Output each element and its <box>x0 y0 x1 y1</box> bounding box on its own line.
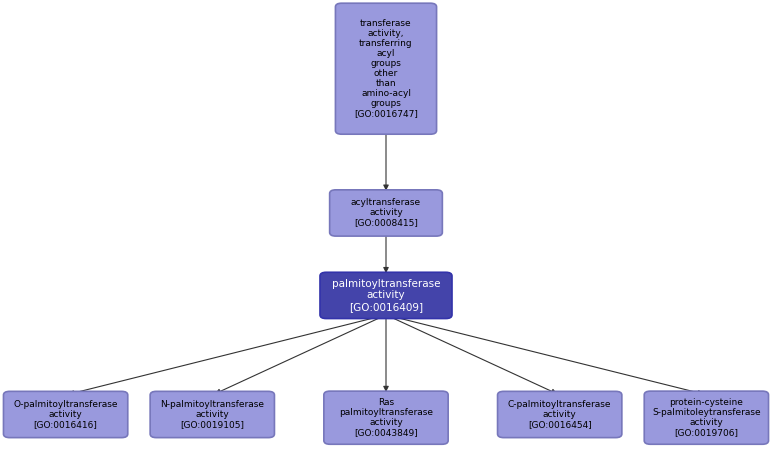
Text: Ras
palmitoyltransferase
activity
[GO:0043849]: Ras palmitoyltransferase activity [GO:00… <box>339 398 433 437</box>
Text: acyltransferase
activity
[GO:0008415]: acyltransferase activity [GO:0008415] <box>351 198 421 228</box>
FancyBboxPatch shape <box>150 391 275 438</box>
Text: N-palmitoyltransferase
activity
[GO:0019105]: N-palmitoyltransferase activity [GO:0019… <box>161 400 264 429</box>
FancyBboxPatch shape <box>4 391 128 438</box>
Text: O-palmitoyltransferase
activity
[GO:0016416]: O-palmitoyltransferase activity [GO:0016… <box>13 400 118 429</box>
FancyBboxPatch shape <box>336 3 437 134</box>
Text: protein-cysteine
S-palmitoleytransferase
activity
[GO:0019706]: protein-cysteine S-palmitoleytransferase… <box>652 398 760 437</box>
FancyBboxPatch shape <box>645 391 769 444</box>
FancyBboxPatch shape <box>330 190 442 236</box>
Text: palmitoyltransferase
activity
[GO:0016409]: palmitoyltransferase activity [GO:001640… <box>332 279 440 311</box>
FancyBboxPatch shape <box>497 391 621 438</box>
FancyBboxPatch shape <box>320 272 452 319</box>
Text: transferase
activity,
transferring
acyl
groups
other
than
amino-acyl
groups
[GO:: transferase activity, transferring acyl … <box>354 19 418 119</box>
FancyBboxPatch shape <box>324 391 448 444</box>
Text: C-palmitoyltransferase
activity
[GO:0016454]: C-palmitoyltransferase activity [GO:0016… <box>508 400 611 429</box>
